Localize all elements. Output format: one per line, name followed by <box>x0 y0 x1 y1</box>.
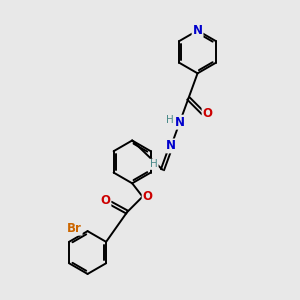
Text: N: N <box>175 116 185 129</box>
Text: N: N <box>193 24 202 37</box>
Text: O: O <box>142 190 153 203</box>
Text: O: O <box>202 107 213 120</box>
Text: Br: Br <box>67 222 82 235</box>
Text: H: H <box>150 159 158 169</box>
Text: O: O <box>100 194 110 207</box>
Text: H: H <box>167 115 174 125</box>
Text: N: N <box>166 140 176 152</box>
